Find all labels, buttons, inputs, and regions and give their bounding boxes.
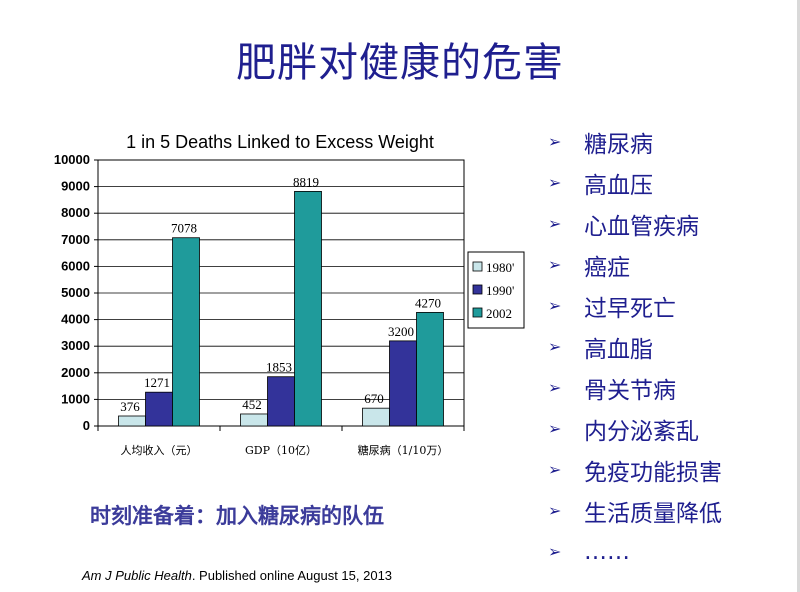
bullet-item: ➢ 高血脂 <box>548 326 722 367</box>
bullet-item: ➢ …… <box>548 531 722 572</box>
y-tick-label: 6000 <box>61 258 90 273</box>
citation-details: . Published online August 15, 2013 <box>191 568 393 583</box>
arrow-bullet-icon: ➢ <box>548 337 562 356</box>
bar <box>362 407 390 427</box>
bullet-text: 骨关节病 <box>584 377 676 404</box>
bullet-item: ➢ 骨关节病 <box>548 367 722 408</box>
bullet-text: 高血脂 <box>584 336 653 363</box>
legend-swatch <box>472 307 483 318</box>
bullet-text: 生活质量降低 <box>584 500 722 527</box>
citation: Am J Public Health. Published online Aug… <box>82 568 392 583</box>
bullet-item: ➢ 糖尿病 <box>548 121 722 162</box>
bullet-text: …… <box>584 538 630 565</box>
bullet-item: ➢ 生活质量降低 <box>548 490 722 531</box>
y-tick-label: 7000 <box>61 232 90 247</box>
arrow-bullet-icon: ➢ <box>548 501 562 520</box>
bullet-text: 糖尿病 <box>584 131 653 158</box>
bar <box>145 391 173 427</box>
bullet-item: ➢ 癌症 <box>548 244 722 285</box>
data-label: 8819 <box>293 174 319 189</box>
y-tick-label: 0 <box>83 418 90 433</box>
legend-swatch <box>472 261 483 272</box>
bullet-text: 高血压 <box>584 172 653 199</box>
arrow-bullet-icon: ➢ <box>548 542 562 561</box>
bullet-text: 心血管疾病 <box>584 213 699 240</box>
x-category-label: 糖尿病（1/10万） <box>358 443 449 457</box>
chart-legend: 1980' 1990' 2002 <box>467 251 525 329</box>
y-tick-label: 5000 <box>61 285 90 300</box>
arrow-bullet-icon: ➢ <box>548 378 562 397</box>
slide-title: 肥胖对健康的危害 <box>236 40 564 86</box>
bullet-item: ➢ 内分泌紊乱 <box>548 408 722 449</box>
legend-label: 2002 <box>486 306 512 321</box>
legend-swatch <box>472 284 483 295</box>
chart-title: 1 in 5 Deaths Linked to Excess Weight <box>126 132 434 152</box>
bullet-text: 内分泌紊乱 <box>584 418 699 445</box>
data-label: 3200 <box>388 324 414 339</box>
data-label: 376 <box>120 399 140 414</box>
legend-label: 1990' <box>486 283 514 298</box>
data-label: 452 <box>242 397 262 412</box>
y-tick-label: 3000 <box>61 338 90 353</box>
y-tick-label: 8000 <box>61 205 90 220</box>
data-label: 1271 <box>144 375 170 390</box>
bar <box>240 413 268 427</box>
x-category-label: 人均收入（元） <box>121 443 198 457</box>
bullet-item: ➢ 过早死亡 <box>548 285 722 326</box>
bullet-list: ➢ 糖尿病 ➢ 高血压 ➢ 心血管疾病 ➢ 癌症 ➢ 过早死亡 ➢ 高血脂 ➢ 骨关节病 ➢ 内分泌紊乱 ➢ 免疫… <box>548 121 722 572</box>
data-label: 4270 <box>415 295 441 310</box>
bar <box>294 191 322 427</box>
arrow-bullet-icon: ➢ <box>548 132 562 151</box>
arrow-bullet-icon: ➢ <box>548 296 562 315</box>
arrow-bullet-icon: ➢ <box>548 255 562 274</box>
bar <box>389 340 417 427</box>
citation-journal: Am J Public Health <box>82 568 192 583</box>
bullet-item: ➢ 心血管疾病 <box>548 203 722 244</box>
data-label: 670 <box>364 391 384 406</box>
data-label: 7078 <box>171 221 197 236</box>
bar <box>118 415 146 427</box>
arrow-bullet-icon: ➢ <box>548 460 562 479</box>
bullet-text: 免疫功能损害 <box>584 459 722 486</box>
data-label: 1853 <box>266 360 292 375</box>
bar <box>416 312 444 427</box>
bullet-text: 过早死亡 <box>584 295 676 322</box>
bullet-item: ➢ 高血压 <box>548 162 722 203</box>
y-tick-label: 2000 <box>61 365 90 380</box>
bullet-text: 癌症 <box>584 254 630 281</box>
y-tick-label: 1000 <box>61 391 90 406</box>
bar <box>172 237 200 427</box>
arrow-bullet-icon: ➢ <box>548 419 562 438</box>
tagline: 时刻准备着：加入糖尿病的队伍 <box>90 504 384 528</box>
bar <box>267 376 295 427</box>
y-tick-label: 9000 <box>61 179 90 194</box>
x-category-label: GDP（10亿） <box>245 444 317 457</box>
arrow-bullet-icon: ➢ <box>548 173 562 192</box>
arrow-bullet-icon: ➢ <box>548 214 562 233</box>
y-tick-label: 10000 <box>54 152 90 167</box>
legend-label: 1980' <box>486 260 514 275</box>
bullet-item: ➢ 免疫功能损害 <box>548 449 722 490</box>
bar-chart: 1 in 5 Deaths Linked to Excess Weight 37… <box>54 132 525 457</box>
slide-edge <box>797 0 800 592</box>
y-tick-label: 4000 <box>61 312 90 327</box>
